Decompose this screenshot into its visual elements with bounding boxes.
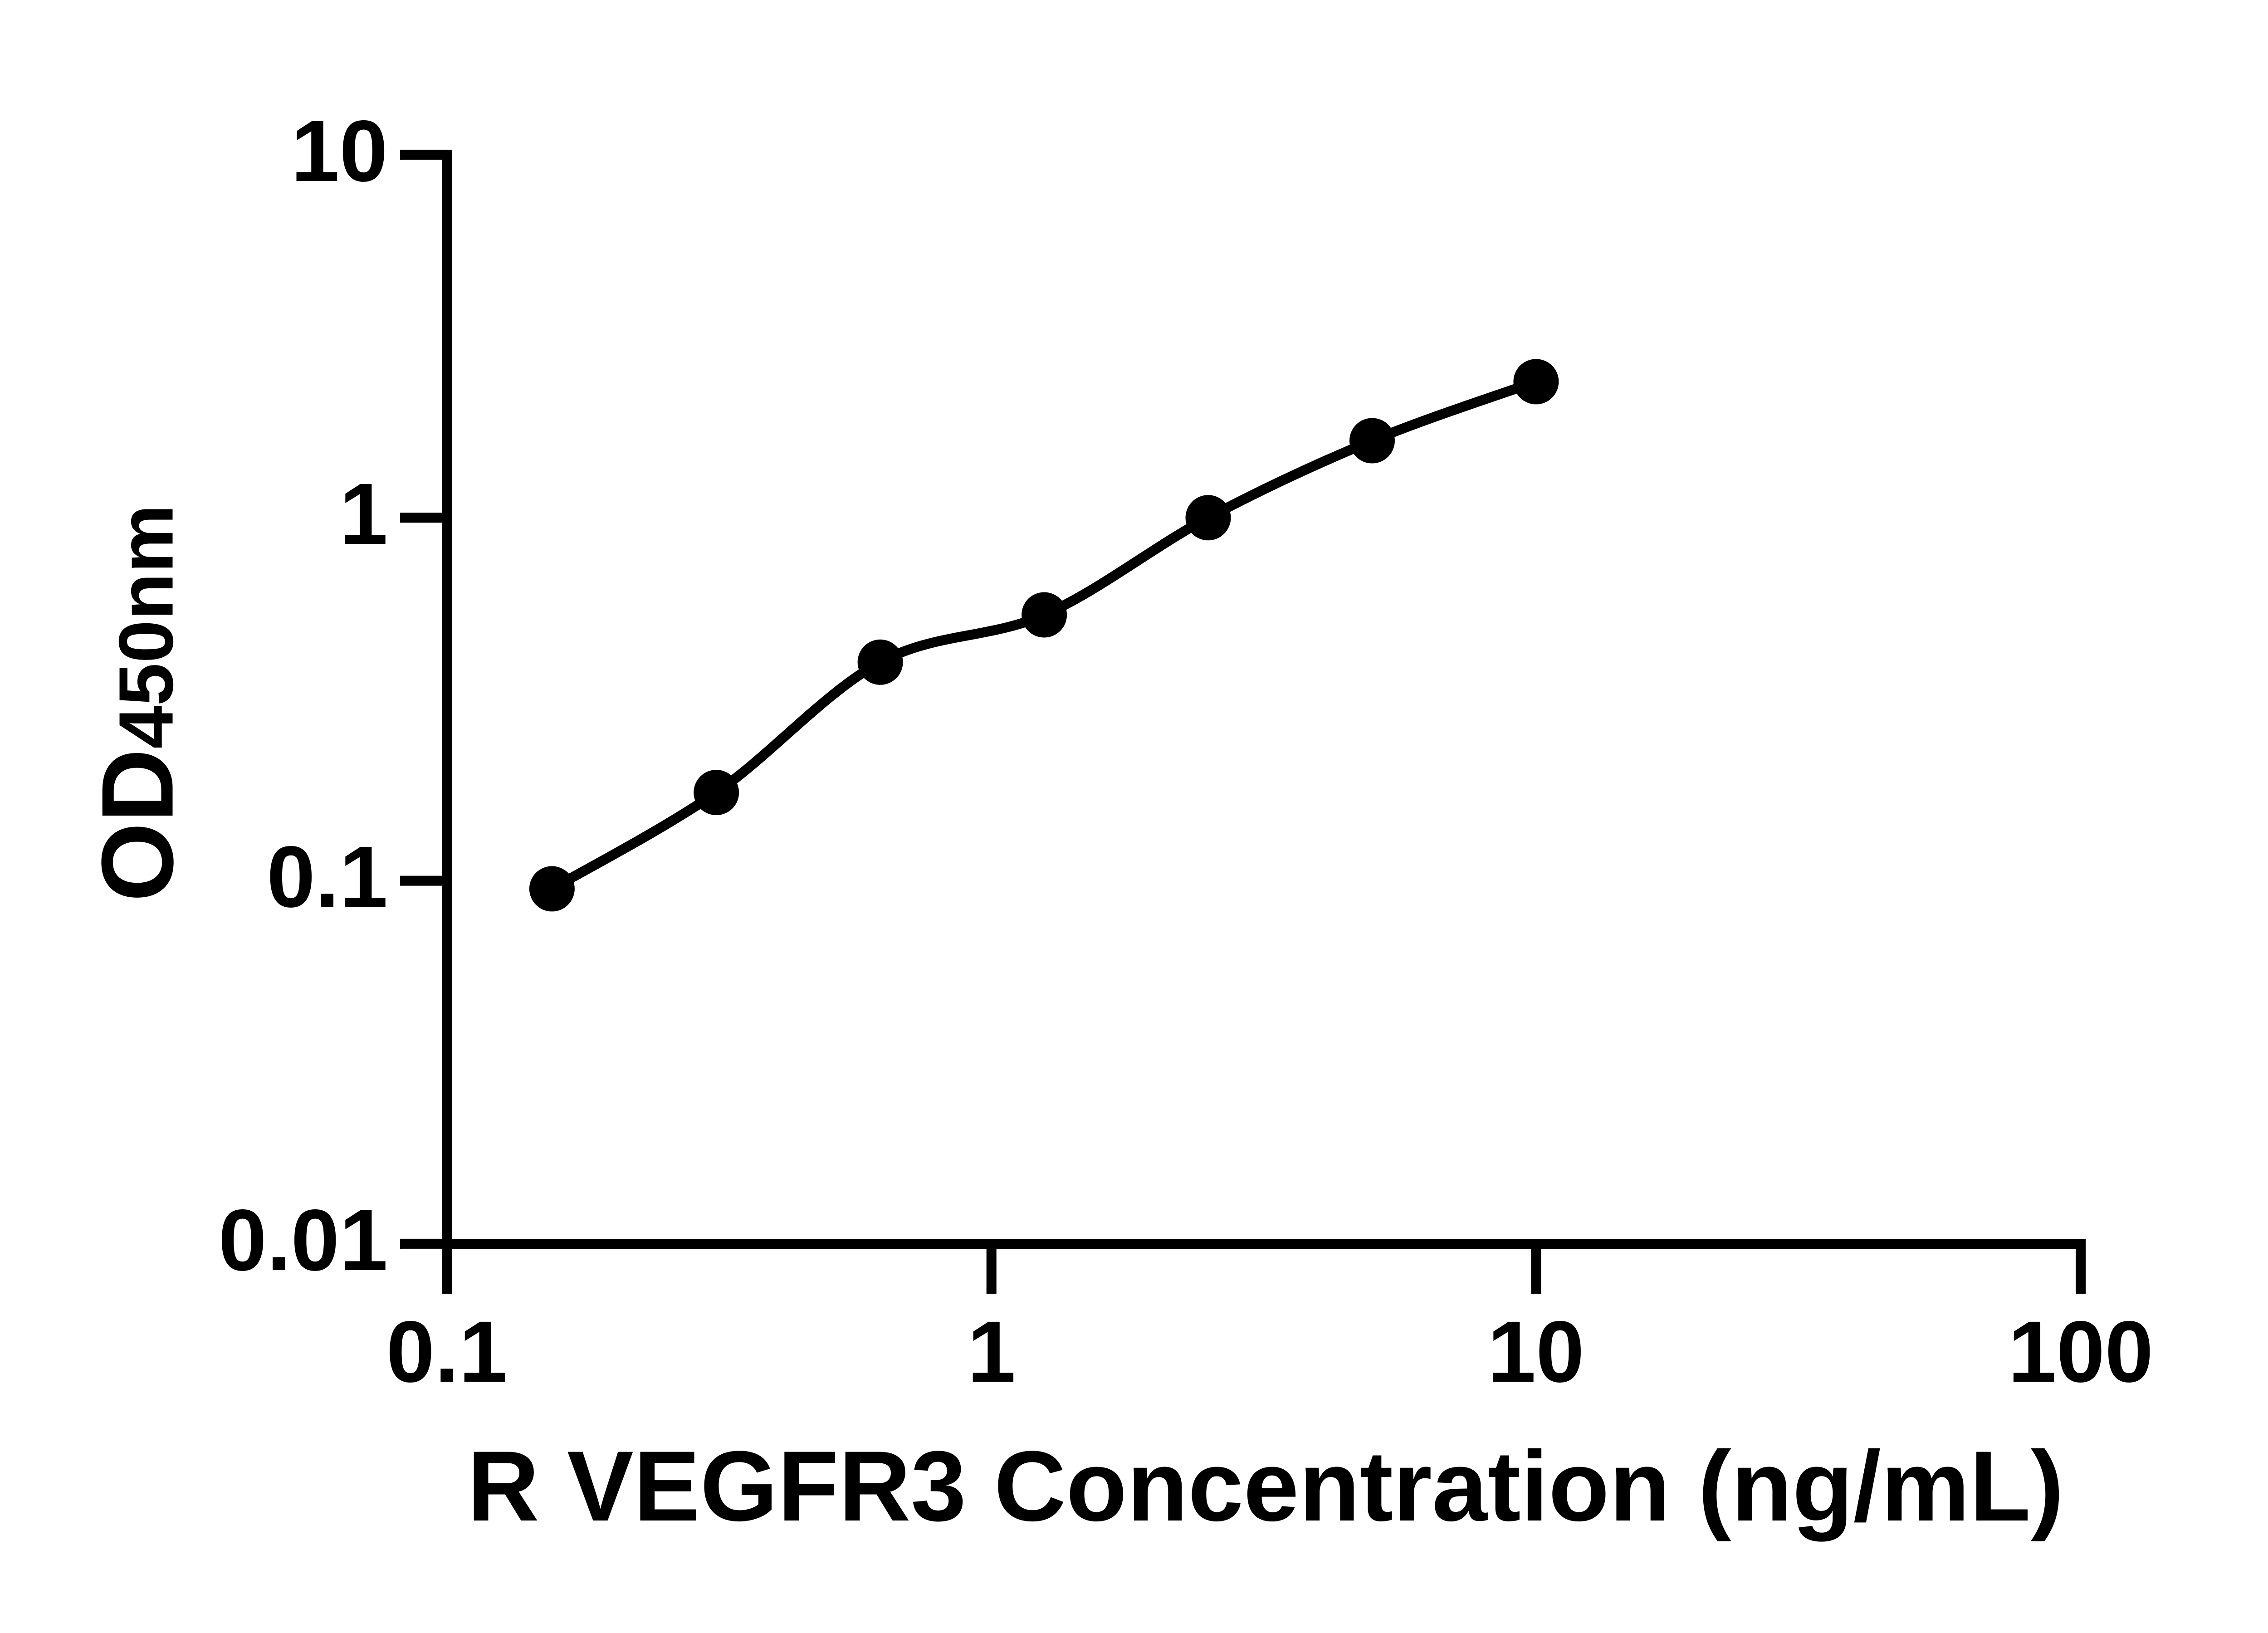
data-point-marker (1513, 359, 1559, 405)
y-axis-title-main: OD (80, 748, 195, 902)
y-tick-label-10: 10 (291, 102, 388, 200)
data-point-marker (1185, 495, 1231, 541)
x-tick-label-0p1: 0.1 (386, 1303, 508, 1400)
y-axis-title-subscript: 450nm (103, 504, 190, 749)
x-tick-label-1: 1 (967, 1303, 1016, 1400)
y-tick-label-0p1: 0.1 (267, 828, 388, 925)
y-tick-label-0p01: 0.01 (218, 1191, 388, 1289)
data-point-marker (694, 770, 739, 816)
x-tick-label-100: 100 (2008, 1303, 2154, 1400)
y-tick-label-1: 1 (339, 465, 388, 562)
y-axis-title: OD450nm (80, 504, 198, 902)
x-tick-label-10: 10 (1487, 1303, 1584, 1400)
data-point-marker (529, 866, 575, 912)
data-point-marker (1022, 592, 1067, 638)
data-point-marker (857, 639, 903, 685)
x-axis-title: R VEGFR3 Concentration (ng/mL) (467, 1430, 2064, 1542)
data-point-marker (1349, 418, 1395, 464)
